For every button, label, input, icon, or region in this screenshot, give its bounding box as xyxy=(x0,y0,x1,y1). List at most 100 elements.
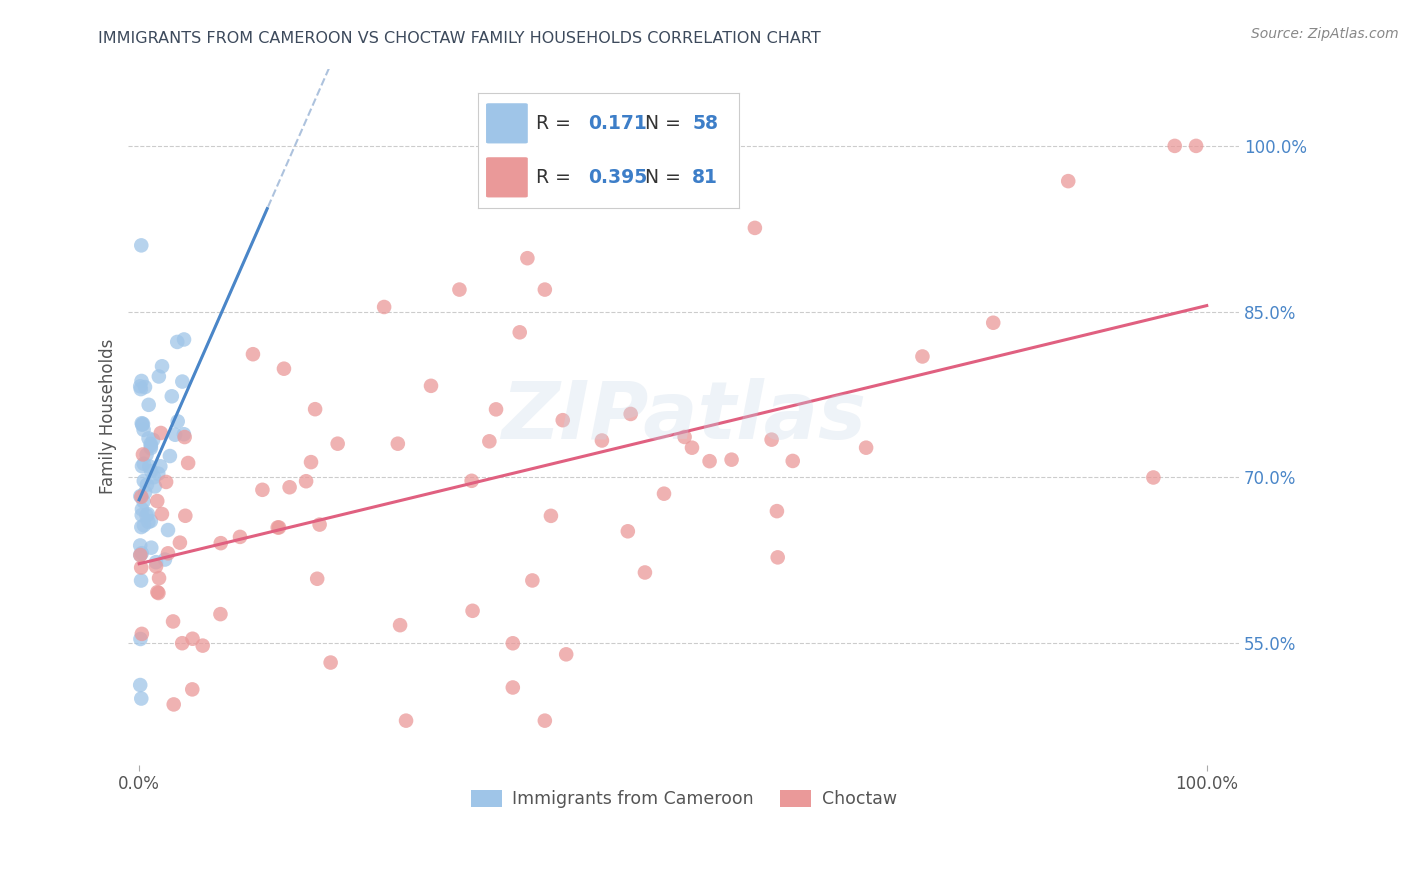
Point xyxy=(129,238,152,252)
Point xyxy=(267,520,290,534)
Point xyxy=(516,251,538,265)
Point xyxy=(132,518,155,533)
Point xyxy=(744,220,766,235)
Point xyxy=(395,714,418,728)
Point xyxy=(449,283,471,297)
Point xyxy=(156,523,179,537)
Point xyxy=(782,454,804,468)
Point xyxy=(129,560,152,574)
Point xyxy=(145,559,167,574)
Point xyxy=(911,350,934,364)
Point xyxy=(132,423,155,437)
Point xyxy=(132,474,155,488)
Point xyxy=(166,334,188,349)
Point xyxy=(174,508,197,523)
Point xyxy=(129,678,152,692)
Point xyxy=(307,572,329,586)
Point xyxy=(699,454,721,468)
Point xyxy=(209,536,232,550)
Point xyxy=(131,459,153,474)
Point xyxy=(652,486,675,500)
Point xyxy=(229,530,252,544)
Point xyxy=(149,425,172,440)
Point xyxy=(131,417,153,432)
Point xyxy=(138,459,160,474)
Point xyxy=(766,504,789,518)
Point xyxy=(502,681,524,695)
Point xyxy=(761,433,783,447)
Point xyxy=(156,546,179,560)
Point xyxy=(146,494,169,508)
Point xyxy=(131,490,153,504)
Point xyxy=(485,402,508,417)
Point xyxy=(139,437,162,451)
Point xyxy=(129,489,152,503)
Point xyxy=(460,474,482,488)
Point xyxy=(138,398,160,412)
Point xyxy=(135,508,157,523)
Point xyxy=(139,441,162,455)
Point xyxy=(181,632,204,646)
Point xyxy=(673,430,696,444)
Point xyxy=(136,477,159,491)
Point xyxy=(139,439,162,453)
Point xyxy=(209,607,232,621)
Point xyxy=(766,550,789,565)
Point xyxy=(134,380,156,394)
Point xyxy=(522,574,544,588)
Point xyxy=(131,374,153,388)
Point xyxy=(148,369,170,384)
Point xyxy=(148,467,170,481)
Point xyxy=(131,502,153,516)
Point xyxy=(1057,174,1080,188)
Point xyxy=(242,347,264,361)
Point xyxy=(129,691,152,706)
Point xyxy=(389,618,412,632)
Point xyxy=(620,407,643,421)
Point xyxy=(142,470,165,484)
Point xyxy=(478,434,501,449)
Point xyxy=(267,520,290,534)
Point xyxy=(166,414,188,428)
Point xyxy=(173,427,195,442)
Point xyxy=(138,515,160,529)
Point xyxy=(177,456,200,470)
Point xyxy=(855,441,877,455)
Point xyxy=(148,571,170,585)
Point xyxy=(132,447,155,461)
Point xyxy=(387,436,409,450)
Point xyxy=(720,452,742,467)
Point xyxy=(148,586,170,600)
Point xyxy=(252,483,274,497)
Point xyxy=(591,434,613,448)
Point xyxy=(273,361,295,376)
Point xyxy=(1185,139,1208,153)
Point xyxy=(534,283,557,297)
Point xyxy=(132,457,155,471)
Point xyxy=(129,382,152,396)
Point xyxy=(191,639,214,653)
Point xyxy=(129,548,152,562)
Point xyxy=(129,632,152,646)
Point xyxy=(326,436,349,450)
Point xyxy=(131,627,153,641)
Point xyxy=(169,535,191,549)
Point xyxy=(981,316,1004,330)
Point xyxy=(136,507,159,521)
Point xyxy=(420,379,443,393)
Point xyxy=(145,555,167,569)
Point xyxy=(373,300,395,314)
Point xyxy=(139,464,162,478)
Point xyxy=(132,417,155,431)
Point xyxy=(540,508,562,523)
Point xyxy=(165,427,187,442)
Point xyxy=(319,656,342,670)
Point xyxy=(502,636,524,650)
Point xyxy=(172,375,194,389)
Point xyxy=(163,698,186,712)
Point xyxy=(134,485,156,500)
Point xyxy=(138,431,160,445)
Point xyxy=(304,402,326,417)
Point xyxy=(160,389,183,403)
Point xyxy=(131,416,153,430)
